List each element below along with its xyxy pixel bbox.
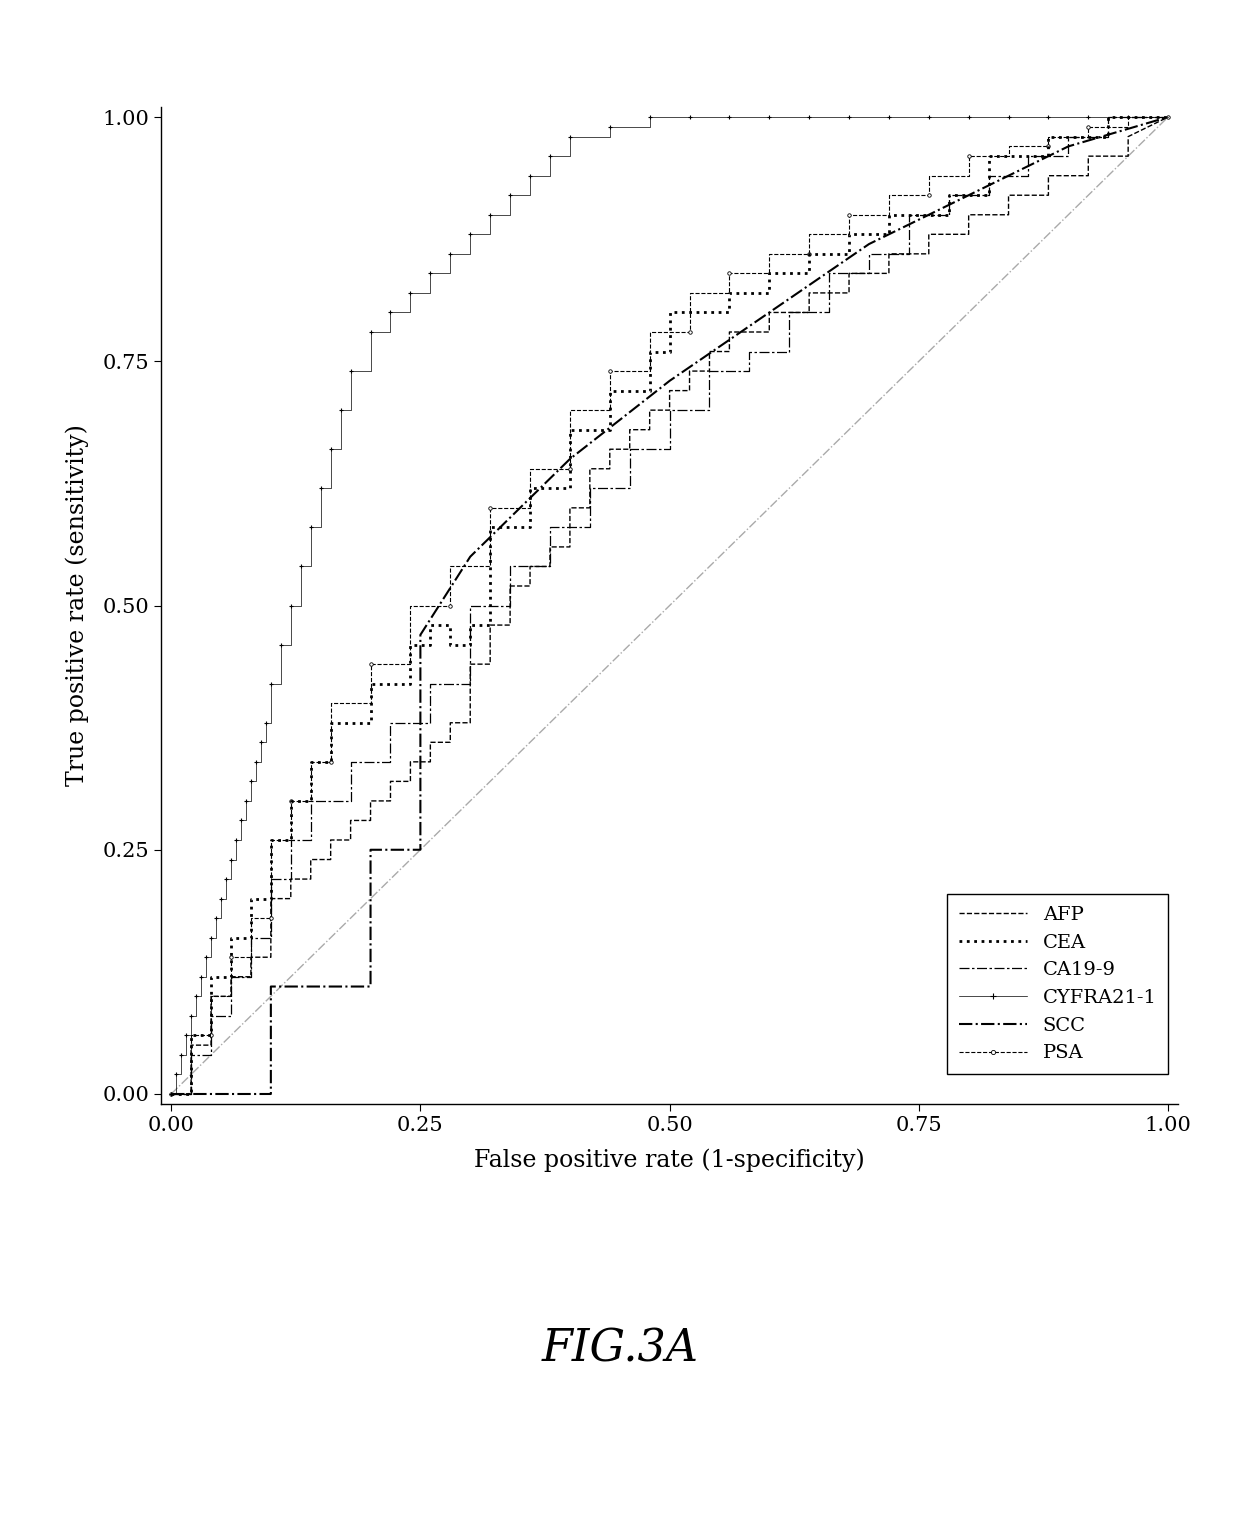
Y-axis label: True positive rate (sensitivity): True positive rate (sensitivity)	[64, 425, 88, 786]
Legend: AFP, CEA, CA19-9, CYFRA21-1, SCC, PSA: AFP, CEA, CA19-9, CYFRA21-1, SCC, PSA	[947, 894, 1168, 1075]
X-axis label: False positive rate (1-specificity): False positive rate (1-specificity)	[474, 1148, 866, 1173]
Text: FIG.3A: FIG.3A	[542, 1328, 698, 1371]
